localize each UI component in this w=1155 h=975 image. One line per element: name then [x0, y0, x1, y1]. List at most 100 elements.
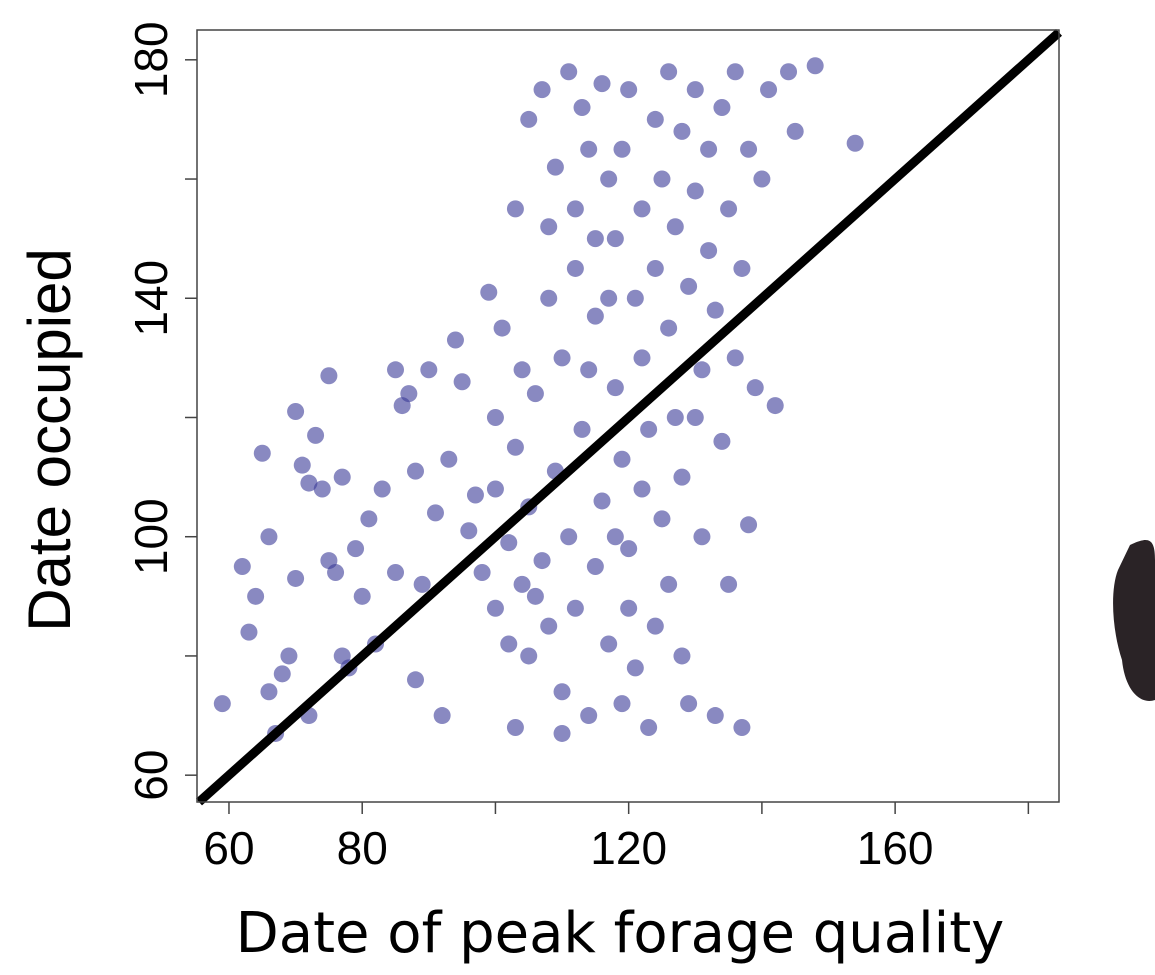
- point: [620, 599, 638, 617]
- point: [493, 319, 511, 337]
- point: [640, 420, 658, 438]
- point: [593, 492, 611, 510]
- point: [720, 575, 738, 593]
- point: [786, 122, 804, 140]
- point: [626, 659, 644, 677]
- point: [313, 480, 331, 498]
- point: [573, 420, 591, 438]
- point: [413, 575, 431, 593]
- point: [500, 534, 518, 552]
- point: [240, 623, 258, 641]
- y-tick-label: 140: [125, 260, 177, 337]
- point: [486, 599, 504, 617]
- point: [387, 563, 405, 581]
- point: [573, 98, 591, 116]
- point: [526, 587, 544, 605]
- point: [780, 63, 798, 81]
- point: [287, 569, 305, 587]
- point: [513, 575, 531, 593]
- point: [540, 289, 558, 307]
- point: [553, 683, 571, 701]
- point: [680, 277, 698, 295]
- point: [406, 671, 424, 689]
- point: [420, 361, 438, 379]
- point: [586, 230, 604, 248]
- point: [580, 707, 598, 725]
- point: [713, 432, 731, 450]
- point: [613, 450, 631, 468]
- point: [586, 558, 604, 576]
- point: [520, 647, 538, 665]
- point: [633, 200, 651, 218]
- point: [686, 182, 704, 200]
- x-axis-label: Date of peak forage quality: [236, 901, 1005, 966]
- y-axis-label: Date occupied: [16, 248, 83, 632]
- point: [600, 170, 618, 188]
- point: [620, 540, 638, 558]
- point: [613, 140, 631, 158]
- point: [646, 110, 664, 128]
- point: [287, 403, 305, 421]
- point: [726, 63, 744, 81]
- point: [566, 599, 584, 617]
- point: [486, 408, 504, 426]
- point: [633, 349, 651, 367]
- point: [660, 319, 678, 337]
- x-tick-label: 80: [337, 822, 388, 874]
- point: [260, 528, 278, 546]
- point: [646, 617, 664, 635]
- point: [726, 349, 744, 367]
- point: [373, 480, 391, 498]
- point: [600, 635, 618, 653]
- x-tick-label: 120: [590, 822, 667, 874]
- point: [593, 75, 611, 93]
- point: [406, 462, 424, 480]
- point: [666, 408, 684, 426]
- x-tick-label: 160: [857, 822, 934, 874]
- point: [506, 200, 524, 218]
- point: [706, 301, 724, 319]
- point: [553, 724, 571, 742]
- point: [646, 259, 664, 277]
- identity-line: [195, 29, 1063, 806]
- y-tick-label: 180: [125, 21, 177, 98]
- point: [673, 647, 691, 665]
- point: [806, 57, 824, 75]
- point: [480, 283, 498, 301]
- point: [740, 140, 758, 158]
- point: [233, 558, 251, 576]
- point: [566, 200, 584, 218]
- point: [620, 81, 638, 99]
- point: [673, 468, 691, 486]
- plot-area: [195, 29, 1063, 806]
- point: [766, 397, 784, 415]
- point: [600, 289, 618, 307]
- point: [280, 647, 298, 665]
- point: [513, 361, 531, 379]
- point: [680, 695, 698, 713]
- point: [260, 683, 278, 701]
- point: [353, 587, 371, 605]
- point: [606, 528, 624, 546]
- point: [500, 635, 518, 653]
- point: [546, 158, 564, 176]
- point: [533, 552, 551, 570]
- point: [673, 122, 691, 140]
- point: [713, 98, 731, 116]
- point: [307, 426, 325, 444]
- point: [327, 563, 345, 581]
- point: [733, 718, 751, 736]
- point: [720, 200, 738, 218]
- point: [693, 528, 711, 546]
- point: [560, 63, 578, 81]
- point: [746, 379, 764, 397]
- point: [273, 665, 291, 683]
- point: [640, 718, 658, 736]
- point: [453, 373, 471, 391]
- point: [653, 510, 671, 528]
- point: [320, 367, 338, 385]
- point: [653, 170, 671, 188]
- point: [446, 331, 464, 349]
